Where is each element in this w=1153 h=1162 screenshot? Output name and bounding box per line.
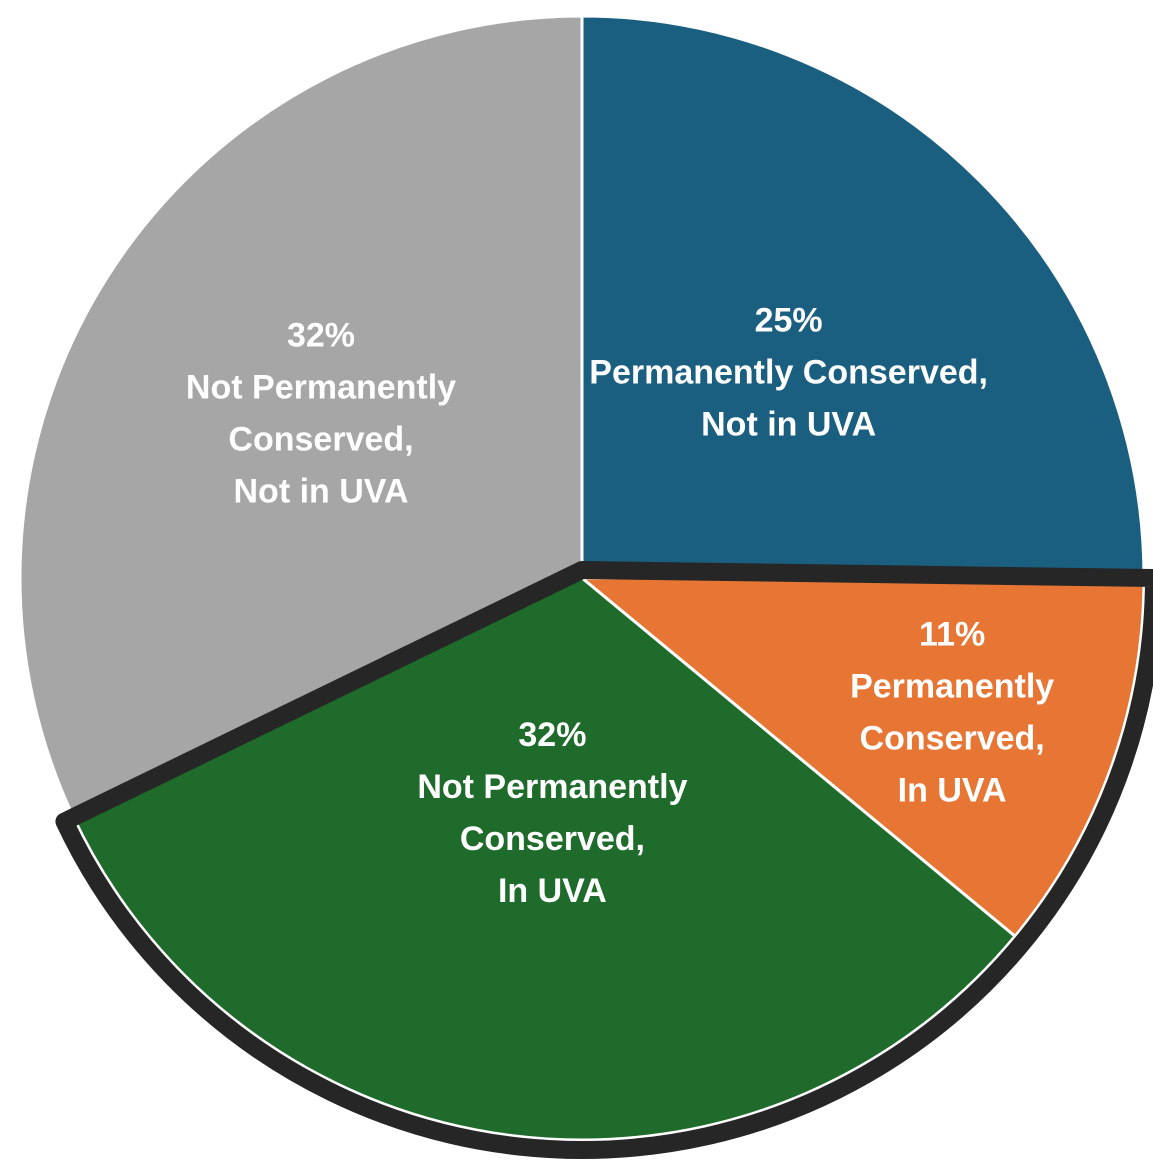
slice-label-line: Not Permanently bbox=[417, 768, 687, 806]
slice-label-line: In UVA bbox=[898, 771, 1007, 809]
slice-label-line: 25% bbox=[755, 301, 823, 339]
slice-label-line: Permanently bbox=[850, 667, 1054, 705]
slice-label-line: 32% bbox=[518, 716, 586, 754]
slice-label-line: Permanently Conserved, bbox=[589, 353, 988, 391]
slice-label-line: In UVA bbox=[498, 872, 607, 910]
slice-label-line: 11% bbox=[919, 615, 985, 653]
slice-label-line: Not in UVA bbox=[234, 472, 409, 510]
slice-label-line: Conserved, bbox=[860, 719, 1045, 757]
slice-label-line: Conserved, bbox=[228, 420, 413, 458]
slice-label-line: Conserved, bbox=[460, 820, 645, 858]
slice-label-line: Not in UVA bbox=[701, 405, 876, 443]
slice-label-line: 32% bbox=[287, 316, 355, 354]
pie-slice-1 bbox=[582, 16, 1144, 578]
slice-label-line: Not Permanently bbox=[186, 368, 456, 406]
